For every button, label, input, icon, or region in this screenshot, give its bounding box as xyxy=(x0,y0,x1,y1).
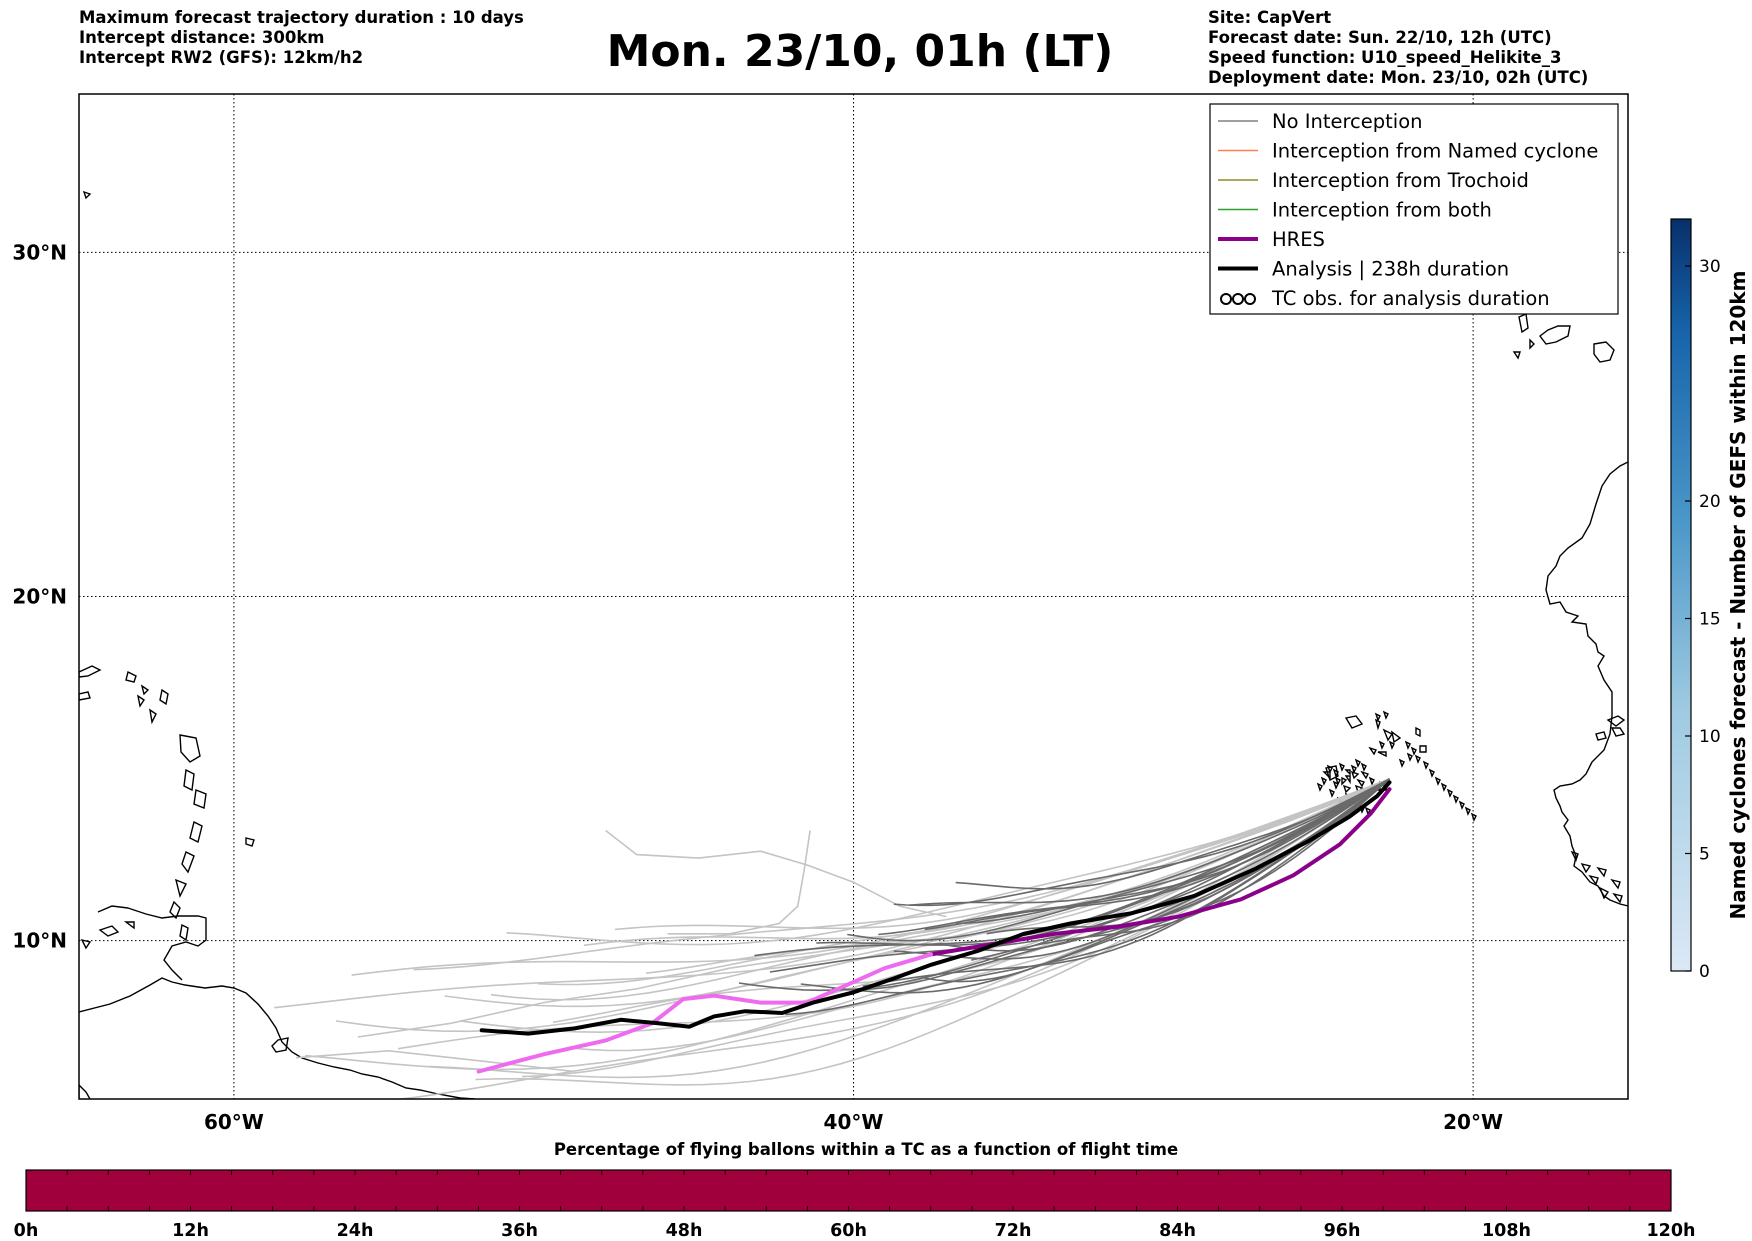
coastline-guinea-islands xyxy=(1570,850,1623,904)
ensemble-trajectory xyxy=(357,939,916,1038)
intercept-rw2-text: Intercept RW2 (GFS): 12km/h2 xyxy=(79,48,364,67)
colorbar-bottom-tick-label: 60h xyxy=(830,1221,867,1241)
colorbar-right-tick-label: 15 xyxy=(1699,610,1721,630)
coastline-trinidad xyxy=(271,1037,289,1053)
intercept-distance-text: Intercept distance: 300km xyxy=(79,28,325,47)
forecast-date-text: Forecast date: Sun. 22/10, 12h (UTC) xyxy=(1208,28,1552,47)
coastline-canary-islands xyxy=(1512,312,1615,363)
colorbar-right-tick-label: 0 xyxy=(1699,962,1710,982)
ensemble-trajectory xyxy=(924,778,1391,983)
analysis-trajectory xyxy=(479,780,1392,1036)
coastline-lesser-antilles xyxy=(136,688,207,942)
colorbar-bottom-title: Percentage of flying ballons within a TC… xyxy=(554,1140,1178,1159)
site-info: Site: CapVert Forecast date: Sun. 22/10,… xyxy=(1208,8,1588,88)
colorbar-bottom-ticks: 0h 12h 24h 36h 48h 60h 72h 84h 96h 108h 120h xyxy=(14,1170,1696,1241)
colorbar-right-tick-label: 30 xyxy=(1699,257,1721,277)
legend-label: Interception from both xyxy=(1272,199,1492,222)
legend-item: Interception from Trochoid xyxy=(1218,169,1529,192)
lat-label: 20°N xyxy=(12,585,67,609)
deployment-date-text: Deployment date: Mon. 23/10, 02h (UTC) xyxy=(1208,68,1589,87)
lon-label: 20°W xyxy=(1443,1110,1503,1134)
ensemble-trajectory xyxy=(924,778,1390,931)
ensemble-trajectory xyxy=(738,778,1390,992)
legend-label: Analysis | 238h duration xyxy=(1272,258,1509,281)
coastline-aruba-curacao xyxy=(80,921,135,950)
colorbar-right: 0 5 10 15 20 30 Named cyclones forecast - Num… xyxy=(1670,218,1750,982)
coastline-west-africa xyxy=(1545,461,1628,907)
legend-label: No Interception xyxy=(1272,110,1423,133)
map-axis-labels: 30°N 20°N 10°N 60°W 40°W 20°W xyxy=(12,240,1503,1134)
colorbar-bottom-tick-label: 84h xyxy=(1159,1221,1196,1241)
map-frame xyxy=(78,93,1629,1100)
lon-label: 40°W xyxy=(824,1110,884,1134)
legend: No Interception Interception from Named c… xyxy=(1209,103,1619,315)
coastlines xyxy=(79,190,1628,1099)
legend-item: Interception from both xyxy=(1218,199,1492,222)
ensemble-trajectory xyxy=(955,778,1390,890)
speed-function-text: Speed function: U10_speed_Helikite_3 xyxy=(1208,48,1562,67)
ensemble-trajectory xyxy=(605,829,947,918)
ensemble-trajectory xyxy=(568,778,1390,1052)
page-title: Mon. 23/10, 01h (LT) xyxy=(606,26,1114,77)
ensemble-trajectory xyxy=(583,778,1390,947)
colorbar-bottom-tick-label: 12h xyxy=(172,1221,209,1241)
legend-label: HRES xyxy=(1272,228,1325,251)
colorbar-bottom-tick-label: 0h xyxy=(14,1221,39,1241)
legend-label: Interception from Trochoid xyxy=(1272,169,1529,192)
legend-label: Interception from Named cyclone xyxy=(1272,140,1598,163)
legend-label: TC obs. for analysis duration xyxy=(1271,287,1550,310)
ensemble-trajectory xyxy=(667,830,811,935)
ensemble-trajectory xyxy=(878,778,1390,936)
ensemble-trajectory xyxy=(295,1049,575,1073)
tc-obs-symbol xyxy=(1220,293,1232,305)
max-duration-text: Maximum forecast trajectory duration : 1… xyxy=(79,8,524,27)
legend-item: No Interception xyxy=(1218,110,1423,133)
coastline-caribbean-south-america xyxy=(79,977,476,1099)
colorbar-bottom-tick-label: 120h xyxy=(1647,1221,1696,1241)
legend-item: Analysis | 238h duration xyxy=(1218,258,1509,281)
legend-item: HRES xyxy=(1218,228,1325,251)
ensemble-trajectory xyxy=(274,778,1390,1009)
colorbar-right-tick-label: 10 xyxy=(1699,727,1721,747)
tc-obs-symbol xyxy=(1244,293,1256,305)
colorbar-right-label: Named cyclones forecast - Number of GEFS… xyxy=(1726,271,1750,920)
legend-item: Interception from Named cyclone xyxy=(1218,140,1598,163)
colorbar-bottom-tick-label: 24h xyxy=(337,1221,374,1241)
colorbar-bottom-bar xyxy=(25,1169,1672,1212)
ensemble-trajectory xyxy=(909,778,1390,906)
site-text: Site: CapVert xyxy=(1208,8,1332,27)
lon-label: 60°W xyxy=(204,1110,264,1134)
map-gridlines xyxy=(79,94,1628,1099)
ensemble-trajectory xyxy=(393,778,1390,1099)
colorbar-right-tick-label: 20 xyxy=(1699,492,1721,512)
ensemble-trajectory xyxy=(614,778,1390,931)
hres-trajectory-late xyxy=(476,952,933,1074)
coastline-small-island xyxy=(82,190,255,847)
coastline-islands-west xyxy=(79,1084,91,1099)
lat-label: 10°N xyxy=(12,929,67,953)
coastline-venezuela-north xyxy=(97,905,207,981)
hres-trajectory xyxy=(929,787,1392,957)
legend-item: TC obs. for analysis duration xyxy=(1220,287,1550,310)
legend-items: No Interception Interception from Named c… xyxy=(1218,110,1598,310)
colorbar-bottom-tick-label: 108h xyxy=(1482,1221,1531,1241)
coastline-hispaniola-puerto-rico xyxy=(79,665,150,701)
colorbar-right-ticks: 0 5 10 15 20 30 xyxy=(1685,257,1721,982)
colorbar-right-tick-label: 5 xyxy=(1699,845,1710,865)
colorbar-bottom-tick-label: 96h xyxy=(1324,1221,1361,1241)
colorbar-bottom-tick-label: 72h xyxy=(995,1221,1032,1241)
colorbar-right-gradient xyxy=(1670,218,1692,972)
tc-obs-symbol xyxy=(1232,293,1244,305)
forecast-parameters: Maximum forecast trajectory duration : 1… xyxy=(79,8,524,68)
lat-label: 30°N xyxy=(12,240,67,264)
colorbar-bottom: Percentage of flying ballons within a TC… xyxy=(14,1140,1696,1241)
colorbar-bottom-tick-label: 48h xyxy=(666,1221,703,1241)
trajectories xyxy=(274,778,1392,1099)
legend-box xyxy=(1209,103,1619,315)
coastline-senegal-gambia xyxy=(1595,715,1626,741)
colorbar-bottom-tick-label: 36h xyxy=(501,1221,538,1241)
